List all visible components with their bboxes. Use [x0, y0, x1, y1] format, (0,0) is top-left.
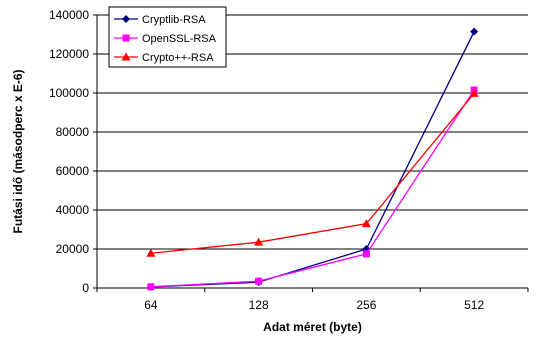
- legend-label: Crypto++-RSA: [142, 52, 214, 64]
- legend-marker: [122, 34, 130, 42]
- y-axis-title: Futási idő (másodperc x E-6): [11, 69, 25, 233]
- legend-marker: [122, 15, 130, 23]
- data-point: [361, 219, 371, 228]
- legend-item: Crypto++-RSA: [114, 52, 214, 64]
- y-tick-label: 40000: [56, 203, 90, 217]
- data-point: [362, 250, 370, 258]
- legend-label: OpenSSL-RSA: [142, 33, 217, 45]
- y-tick-label: 80000: [56, 125, 90, 139]
- legend: Cryptlib-RSA OpenSSL-RSA Crypto++-RSA: [108, 6, 227, 68]
- series-openssl-rsa: [147, 86, 478, 291]
- series-line: [150, 92, 475, 254]
- y-tick-label: 0: [82, 281, 89, 295]
- y-tick-label: 20000: [56, 242, 90, 256]
- series-crypto-rsa: [146, 88, 479, 257]
- series-line: [150, 89, 475, 288]
- data-point: [147, 283, 155, 291]
- y-tick-label: 100000: [49, 86, 89, 100]
- series-group: [146, 27, 479, 292]
- y-tick-label: 60000: [56, 164, 90, 178]
- data-point: [470, 27, 479, 36]
- legend-label: Cryptlib-RSA: [142, 14, 206, 26]
- y-tick-label: 140000: [49, 8, 89, 22]
- x-tick-label: 512: [464, 298, 484, 312]
- legend-item: Cryptlib-RSA: [114, 14, 206, 26]
- x-tick-label: 64: [144, 298, 158, 312]
- axes: 0 20000 40000 60000 80000 100000 120000 140000 6…: [49, 8, 529, 312]
- data-point: [255, 277, 263, 285]
- data-point: [469, 88, 479, 97]
- x-tick-label: 128: [249, 298, 269, 312]
- x-axis-title: Adat méret (byte): [263, 320, 362, 334]
- data-point: [254, 237, 264, 246]
- y-tick-label: 120000: [49, 47, 89, 61]
- legend-marker: [121, 52, 131, 61]
- legend-item: OpenSSL-RSA: [114, 33, 217, 45]
- data-point: [146, 248, 156, 257]
- x-tick-label: 256: [356, 298, 376, 312]
